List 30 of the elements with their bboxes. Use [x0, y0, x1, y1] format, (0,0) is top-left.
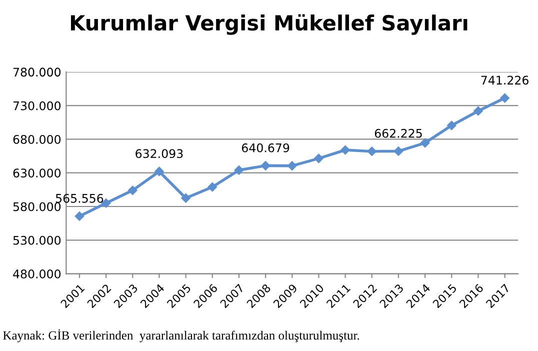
data-label: 741.226 — [481, 76, 528, 85]
point — [234, 166, 244, 175]
y-tick-label: 580.000 — [13, 202, 61, 212]
y-tick-label: 480.000 — [13, 270, 61, 278]
data-label: 662.225 — [374, 128, 422, 138]
point — [340, 145, 350, 155]
point — [367, 146, 377, 156]
text: Kaynak: GİB verilerinden yararlanılarak tarafımızdan oluşturulmuştur. — [3, 329, 360, 342]
point — [260, 161, 270, 170]
point — [288, 161, 297, 170]
point — [447, 120, 456, 130]
y-tick-label: 730.000 — [13, 101, 61, 110]
point — [500, 93, 510, 103]
y-tick-label: 780.000 — [13, 68, 61, 77]
y-tick-label: 630.000 — [13, 168, 61, 178]
y-tick-label: 680.000 — [13, 134, 61, 144]
point — [128, 186, 138, 195]
point — [394, 146, 404, 156]
point — [208, 182, 218, 192]
chart-title: Kurumlar Vergisi Mükellef Sayıları — [70, 14, 468, 35]
point — [154, 166, 164, 176]
point — [474, 106, 483, 116]
point — [314, 154, 324, 164]
data-label: 565.556 — [56, 194, 104, 203]
data-label: 632.093 — [136, 149, 183, 158]
data-label: 640.679 — [242, 143, 290, 152]
y-tick-label: 530.000 — [13, 236, 61, 245]
point — [181, 193, 190, 203]
point — [74, 212, 84, 221]
point — [420, 138, 430, 148]
